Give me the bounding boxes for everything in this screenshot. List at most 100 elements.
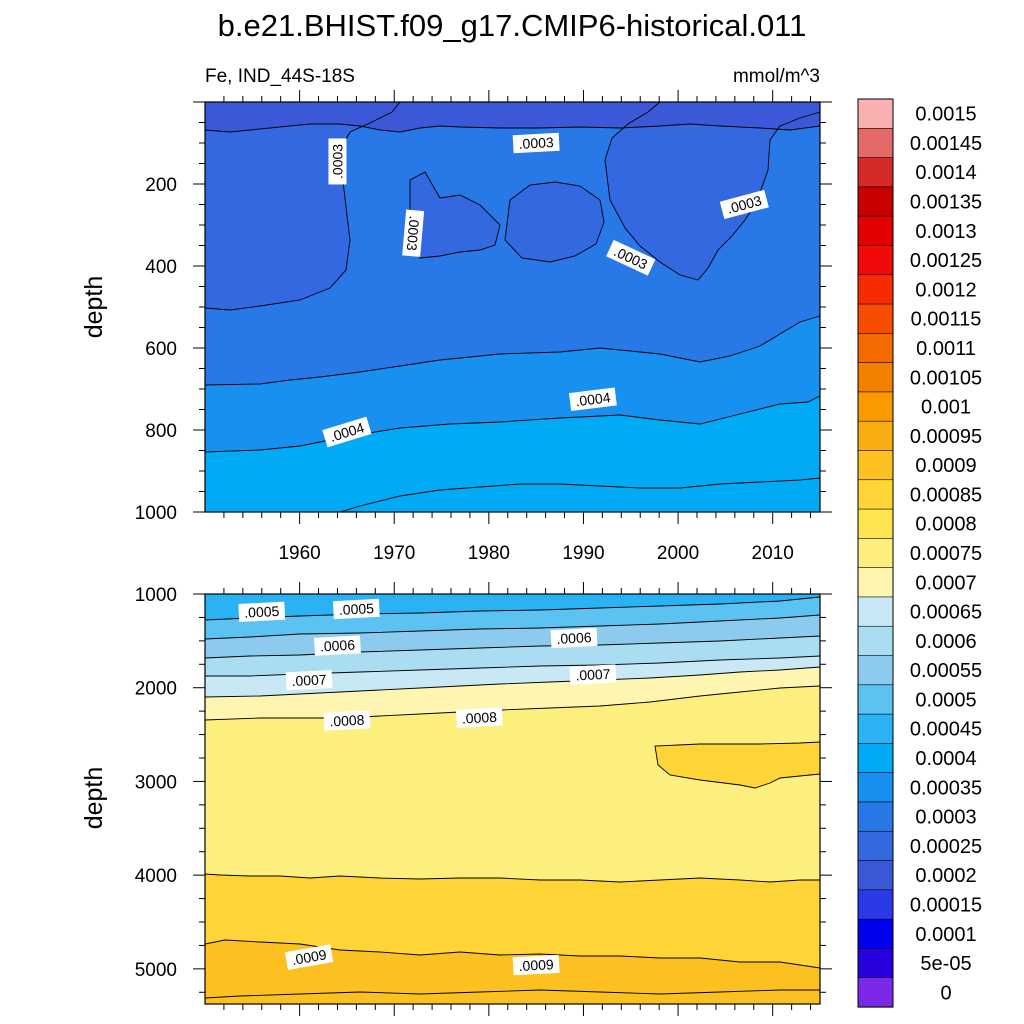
x-tick-label: 1980 (468, 543, 510, 564)
colorbar-label: 5e-05 (920, 953, 971, 975)
contour-label-text: .0008 (461, 709, 497, 727)
colorbar-label: 0.0003 (915, 807, 976, 829)
colorbar-label: 0.00075 (910, 543, 982, 565)
colorbar-swatch (857, 596, 894, 627)
y-tick-label: 5000 (135, 960, 177, 981)
colorbar-label: 0.00145 (910, 133, 982, 155)
colorbar-label: 0.0001 (915, 924, 976, 946)
contour-line (339, 477, 821, 513)
upper-band-00025-b (440, 102, 820, 280)
colorbar-swatch (857, 391, 894, 422)
colorbar-swatch (857, 420, 894, 452)
contour-line (204, 315, 821, 386)
colorbar-swatch (857, 567, 894, 598)
contour-line (204, 635, 821, 659)
upper-panel: .0003.0003.0003.0003.0003.0004.0004 1960… (80, 90, 832, 564)
y-tick-label: 400 (145, 257, 177, 278)
y-tick-label: 200 (145, 175, 177, 196)
contour-label: .0007 (285, 670, 333, 691)
contour-label: .0004 (568, 387, 617, 411)
colorbar-swatch (857, 127, 894, 159)
contour-label-text: .0007 (291, 671, 327, 689)
contour-line (204, 873, 820, 883)
colorbar: 0.0015 0.00145 0.0014 0.00135 0.0013 0.00125 0… (857, 98, 982, 1008)
contour-label-background (238, 601, 286, 622)
lower-plot-frame (204, 593, 821, 1005)
contour-label-text: .0009 (518, 956, 554, 974)
colorbar-swatch (857, 245, 894, 276)
colorbar-swatch (857, 508, 894, 539)
contour-label-background (569, 664, 617, 685)
contour-label-background (332, 598, 380, 620)
colorbar-swatch (857, 362, 894, 393)
contour-label-background (550, 627, 598, 649)
colorbar-label: 0.00085 (910, 484, 982, 506)
contour-label: .0003 (402, 209, 425, 257)
contour-label-background (455, 707, 503, 728)
contour-label-background (285, 670, 333, 691)
y-tick-label: 4000 (135, 866, 177, 887)
colorbar-label: 0.001 (921, 397, 971, 419)
x-tick-label: 1970 (373, 543, 415, 564)
upper-y-axis-title: depth (80, 276, 108, 339)
contour-line (204, 666, 821, 698)
colorbar-swatch (857, 772, 894, 803)
colorbar-swatch (857, 684, 894, 715)
colorbar-swatch (857, 889, 894, 920)
contour-line (409, 171, 501, 259)
contour-label-text: .0003 (404, 215, 423, 252)
contour-line (204, 101, 401, 311)
contour-label-background (328, 138, 347, 185)
contour-label-text: .0005 (244, 603, 280, 621)
colorbar-swatch (857, 450, 894, 481)
colorbar-swatch (857, 713, 894, 744)
contour-label-background (323, 710, 371, 731)
y-tick-label: 1000 (135, 503, 177, 524)
colorbar-label: 0.0002 (915, 865, 976, 887)
colorbar-label: 0.00125 (910, 250, 982, 272)
lower-contour-lines (204, 596, 821, 999)
contour-label-text: .0009 (290, 946, 327, 968)
upper-contour-labels: .0003.0003.0003.0003.0003.0004.0004 (322, 132, 769, 448)
y-tick-label: 800 (145, 421, 177, 442)
contour-line (654, 741, 821, 789)
lower-band-0009 (205, 940, 820, 1004)
colorbar-label: 0.00135 (910, 192, 982, 214)
contour-label: .0005 (238, 601, 286, 622)
contour-label-background (402, 209, 425, 257)
colorbar-label: 0.0008 (915, 514, 976, 536)
contour-label: .0009 (284, 944, 334, 971)
colorbar-label: 0.0011 (916, 338, 976, 360)
lower-panel: .0005 .0005 .0006 .0006 .0007 .0007 .0008 .0008… (80, 582, 832, 1016)
colorbar-swatch (857, 98, 894, 129)
contour-label-background (606, 239, 656, 276)
contour-label-background (322, 416, 372, 448)
upper-band-00025 (205, 102, 400, 310)
contour-line (204, 989, 820, 999)
contour-line (204, 395, 821, 453)
lower-y-axis-title: depth (80, 767, 108, 830)
contour-label: .0003 (328, 138, 347, 185)
colorbar-swatch (857, 274, 894, 305)
upper-axes: 1960 1970 1980 1990 2000 2010 200 400 600 800 1000 (135, 90, 832, 564)
upper-band-00025-c (410, 172, 500, 258)
colorbar-label: 0.00065 (910, 602, 982, 624)
colorbar-swatch (857, 479, 894, 510)
variable-label: Fe, IND_44S-18S (205, 66, 355, 87)
x-tick-label: 2010 (752, 543, 794, 564)
colorbar-label: 0.0013 (915, 221, 976, 243)
contour-label: .0006 (550, 627, 598, 649)
colorbar-swatch (857, 655, 894, 686)
colorbar-swatch (857, 977, 894, 1008)
contour-label-text: .0004 (575, 389, 612, 409)
contour-line (504, 181, 605, 263)
contour-label-text: .0003 (329, 144, 345, 179)
contour-label-background (512, 954, 560, 976)
contour-label-background (512, 132, 560, 154)
colorbar-swatch (857, 948, 894, 979)
colorbar-label: 0.0007 (915, 572, 976, 594)
contour-line (204, 939, 821, 969)
contour-label-text: .0003 (518, 134, 554, 152)
lower-contour-labels: .0005 .0005 .0006 .0006 .0007 .0007 .0008 .0008… (238, 598, 617, 976)
